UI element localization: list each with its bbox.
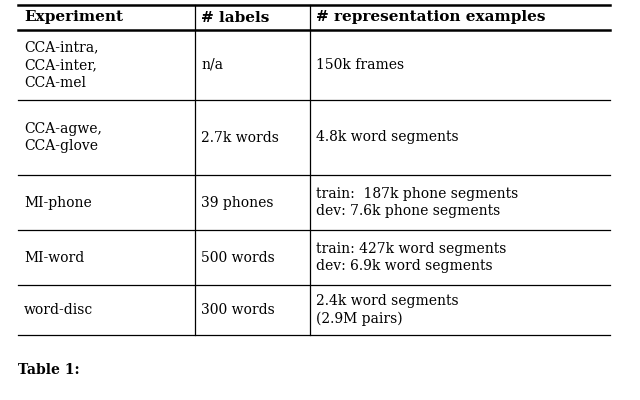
Text: word-disc: word-disc (24, 303, 93, 317)
Text: # labels: # labels (201, 10, 269, 24)
Text: 300 words: 300 words (201, 303, 275, 317)
Text: 4.8k word segments: 4.8k word segments (316, 130, 459, 144)
Text: MI-word: MI-word (24, 250, 84, 264)
Text: 39 phones: 39 phones (201, 196, 273, 210)
Text: train:  187k phone segments
dev: 7.6k phone segments: train: 187k phone segments dev: 7.6k pho… (316, 186, 518, 218)
Text: Experiment: Experiment (24, 10, 123, 24)
Text: 500 words: 500 words (201, 250, 275, 264)
Text: Table 1:: Table 1: (18, 363, 79, 377)
Text: CCA-agwe,
CCA-glove: CCA-agwe, CCA-glove (24, 122, 102, 154)
Text: 2.7k words: 2.7k words (201, 130, 279, 144)
Text: 2.4k word segments
(2.9M pairs): 2.4k word segments (2.9M pairs) (316, 294, 459, 326)
Text: MI-phone: MI-phone (24, 196, 92, 210)
Text: CCA-intra,
CCA-inter,
CCA-mel: CCA-intra, CCA-inter, CCA-mel (24, 40, 99, 90)
Text: n/a: n/a (201, 58, 223, 72)
Text: 150k frames: 150k frames (316, 58, 404, 72)
Text: train: 427k word segments
dev: 6.9k word segments: train: 427k word segments dev: 6.9k word… (316, 242, 506, 274)
Text: # representation examples: # representation examples (316, 10, 545, 24)
